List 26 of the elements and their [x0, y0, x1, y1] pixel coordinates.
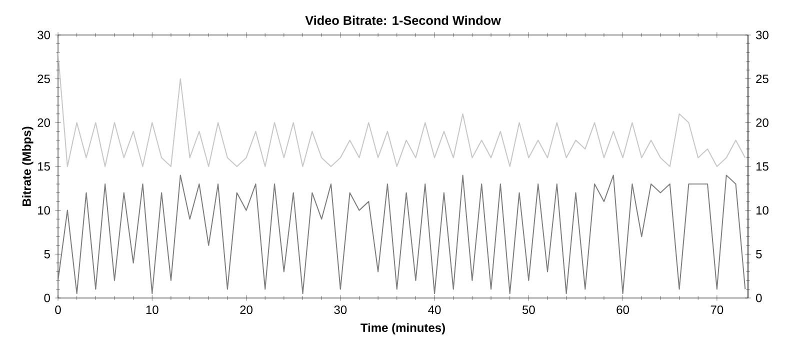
y-tick-label: 20: [38, 118, 50, 127]
y-tick-label: 25: [38, 74, 50, 84]
y-axis-title: Bitrate (Mbps): [22, 126, 34, 206]
y-tick-label: 10: [38, 206, 50, 215]
y2-tick-label: 10: [756, 206, 768, 215]
x-tick-label: 70: [710, 306, 724, 314]
y-tick-label: 5: [44, 250, 50, 258]
y-tick-label: 15: [38, 162, 50, 171]
y-tick-label: 0: [44, 294, 50, 302]
line-series: [58, 52, 746, 168]
y2-tick-label: 25: [756, 74, 768, 84]
y2-tick-label: 20: [756, 118, 768, 127]
x-tick-label: 0: [55, 306, 61, 314]
x-axis-title: Time (minutes): [360, 323, 445, 334]
chart-title: Video Bitrate: 1-Second Window: [305, 16, 501, 25]
x-tick-label: 50: [522, 306, 535, 314]
y2-tick-label: 0: [756, 294, 762, 302]
y2-tick-label: 5: [756, 250, 762, 258]
y2-tick-label: 30: [756, 30, 768, 40]
y2-tick-label: 15: [756, 162, 768, 171]
x-tick-label: 30: [334, 306, 347, 314]
x-tick-label: 40: [428, 306, 441, 314]
x-tick-label: 10: [146, 306, 158, 314]
x-tick-label: 60: [616, 306, 630, 314]
x-tick-label: 20: [240, 306, 252, 314]
y-tick-label: 30: [38, 30, 50, 40]
